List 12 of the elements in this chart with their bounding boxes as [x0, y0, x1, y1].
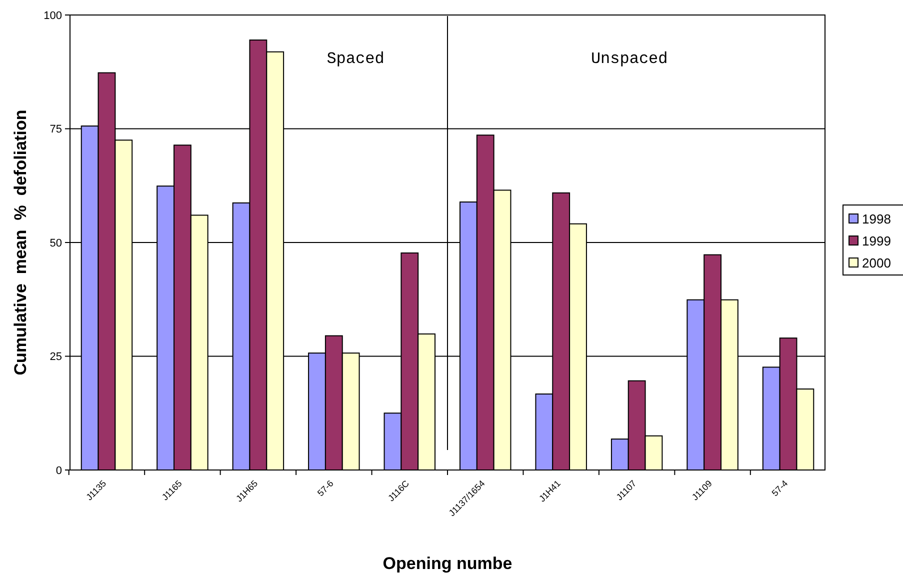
y-axis-title: Cumulative mean % defoliation [11, 110, 30, 376]
annotation: Unspaced [590, 50, 668, 68]
annotation: Spaced [326, 50, 384, 68]
y-tick-label: 25 [50, 351, 62, 364]
legend-label: 1999 [862, 234, 891, 249]
y-tick-label: 0 [56, 464, 62, 477]
legend-label: 2000 [862, 256, 891, 271]
x-axis-title: Opening numbe [382, 554, 512, 573]
y-tick-label: 100 [44, 10, 62, 22]
y-tick-label: 50 [50, 237, 62, 250]
y-tick-label: 75 [50, 124, 62, 136]
legend-label: 1998 [862, 212, 891, 227]
